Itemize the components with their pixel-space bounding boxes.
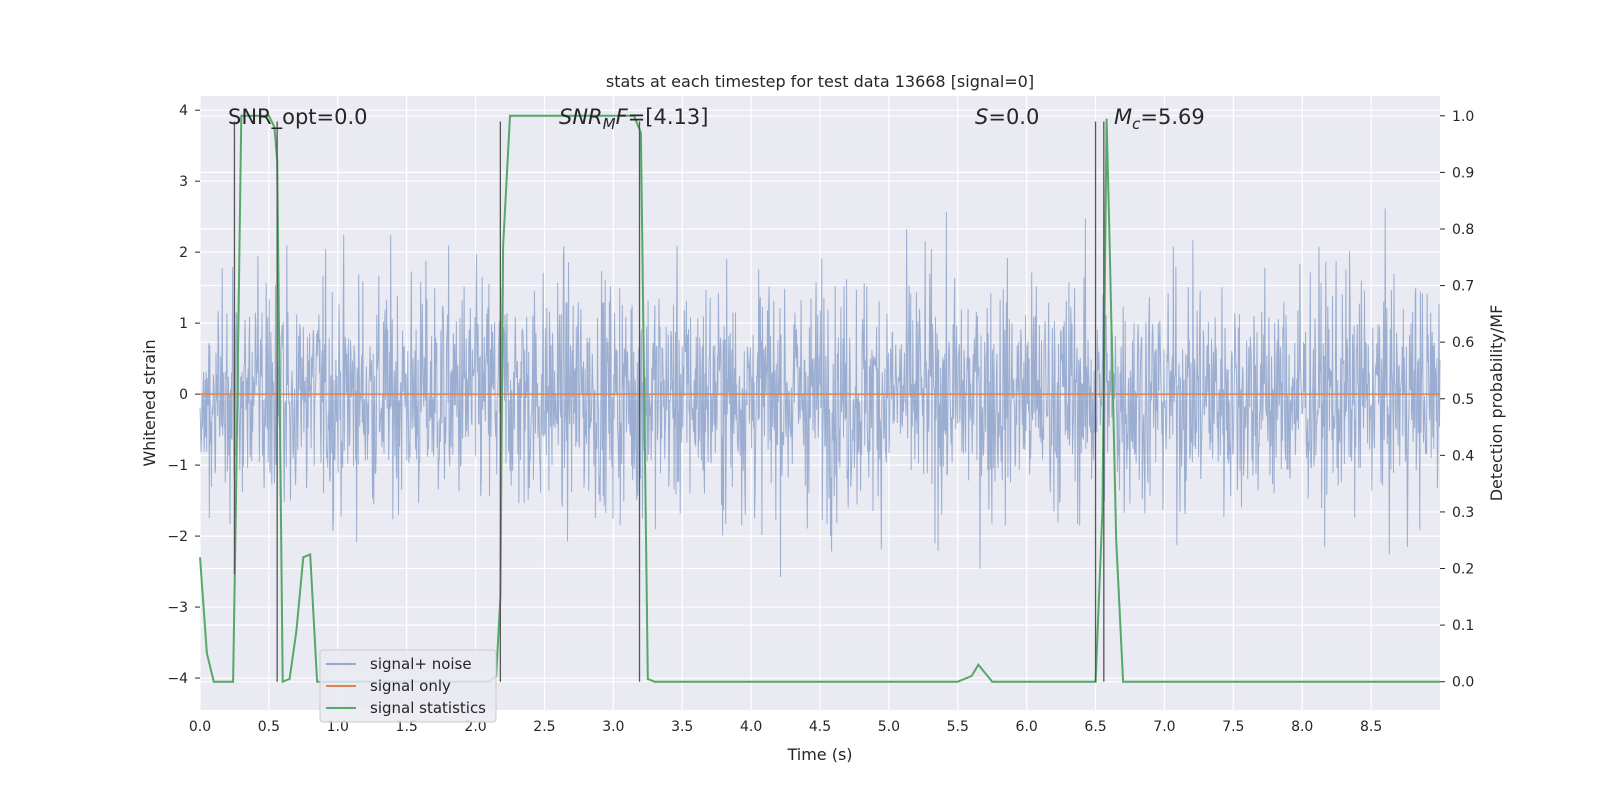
x-tick-label: 5.5	[947, 719, 969, 735]
x-axis-label: Time (s)	[786, 745, 852, 764]
y-tick-label: −1	[167, 458, 188, 474]
y-axis-label: Whitened strain	[140, 339, 159, 466]
annotation-mc-sub: c	[1132, 115, 1141, 133]
x-tick-label: 8.0	[1291, 719, 1313, 735]
x-tick-label: 0.0	[189, 719, 211, 735]
y-right-tick-label: 0.5	[1452, 392, 1474, 408]
y-right-tick-label: 0.2	[1452, 562, 1474, 578]
x-tick-label: 2.5	[533, 719, 555, 735]
annotation-snr-mf: SNRMF=[4.13]	[559, 105, 708, 133]
y-tick-label: 4	[179, 103, 188, 119]
x-tick-label: 7.0	[1153, 719, 1175, 735]
legend: signal+ noise signal only signal statist…	[319, 649, 497, 723]
chart-title: stats at each timestep for test data 136…	[606, 72, 1034, 91]
y-tick-label: 3	[179, 174, 188, 190]
y-tick-label: 0	[179, 387, 188, 403]
y-right-tick-label: 0.1	[1452, 618, 1474, 634]
annotation-mc-value: =5.69	[1140, 105, 1204, 129]
y-right-tick-label: 0.4	[1452, 448, 1474, 464]
tick-labels: 0.0 0.5 1.0 1.5 2.0 2.5 3.0 3.5 4.0 4.5 5.0 5.5 6.0 6…	[167, 103, 1474, 735]
x-tick-label: 3.0	[602, 719, 624, 735]
y-tick-label: −2	[167, 529, 188, 545]
annotation-snr-mf-f: F	[616, 105, 629, 129]
x-tick-label: 7.5	[1222, 719, 1244, 735]
annotation-snr-mf-sub: M	[603, 115, 616, 133]
x-tick-label: 0.5	[258, 719, 280, 735]
annotation-mc: Mc=5.69	[1114, 105, 1205, 133]
x-tick-label: 4.0	[740, 719, 762, 735]
y-right-tick-label: 0.0	[1452, 675, 1474, 691]
annotation-snr-opt: SNR_opt=0.0	[228, 105, 368, 130]
y-right-tick-label: 1.0	[1452, 109, 1474, 125]
y-tick-label: 1	[179, 316, 188, 332]
y-tick-label: −3	[167, 600, 188, 616]
annotation-s-base: S	[975, 105, 988, 129]
y-right-tick-label: 0.3	[1452, 505, 1474, 521]
x-tick-label: 2.0	[464, 719, 486, 735]
y-tick-label: 2	[179, 245, 188, 261]
y-right-tick-label: 0.9	[1452, 165, 1474, 181]
y-tick-label: −4	[167, 671, 188, 687]
legend-label-noise: signal+ noise	[370, 655, 472, 673]
x-tick-label: 4.5	[809, 719, 831, 735]
annotation-mc-base: M	[1114, 105, 1132, 129]
y-axis-label-right: Detection probability/MF	[1487, 305, 1506, 502]
annotation-s: S=0.0	[975, 105, 1039, 129]
y-right-tick-label: 0.6	[1452, 335, 1474, 351]
x-tick-label: 1.0	[327, 719, 349, 735]
y-right-tick-label: 0.8	[1452, 222, 1474, 238]
annotations: SNR_opt=0.0 SNRMF=[4.13] S=0.0 Mc=5.69	[228, 105, 1205, 133]
series-signal-noise	[199, 208, 1441, 578]
x-tick-label: 8.5	[1360, 719, 1382, 735]
annotation-snr-mf-base: SNR	[559, 105, 603, 129]
vertical-markers	[233, 121, 1105, 682]
legend-box	[319, 649, 497, 723]
x-tick-label: 6.5	[1084, 719, 1106, 735]
x-tick-label: 6.0	[1016, 719, 1038, 735]
legend-label-signal: signal only	[370, 677, 451, 695]
legend-label-stats: signal statistics	[370, 699, 486, 717]
y-right-tick-label: 0.7	[1452, 279, 1474, 295]
annotation-s-value: =0.0	[988, 105, 1039, 129]
x-tick-label: 5.0	[878, 719, 900, 735]
x-tick-label: 3.5	[671, 719, 693, 735]
annotation-snr-mf-value: =[4.13]	[628, 105, 709, 129]
x-tick-label: 1.5	[396, 719, 418, 735]
noise-series	[199, 208, 1441, 578]
